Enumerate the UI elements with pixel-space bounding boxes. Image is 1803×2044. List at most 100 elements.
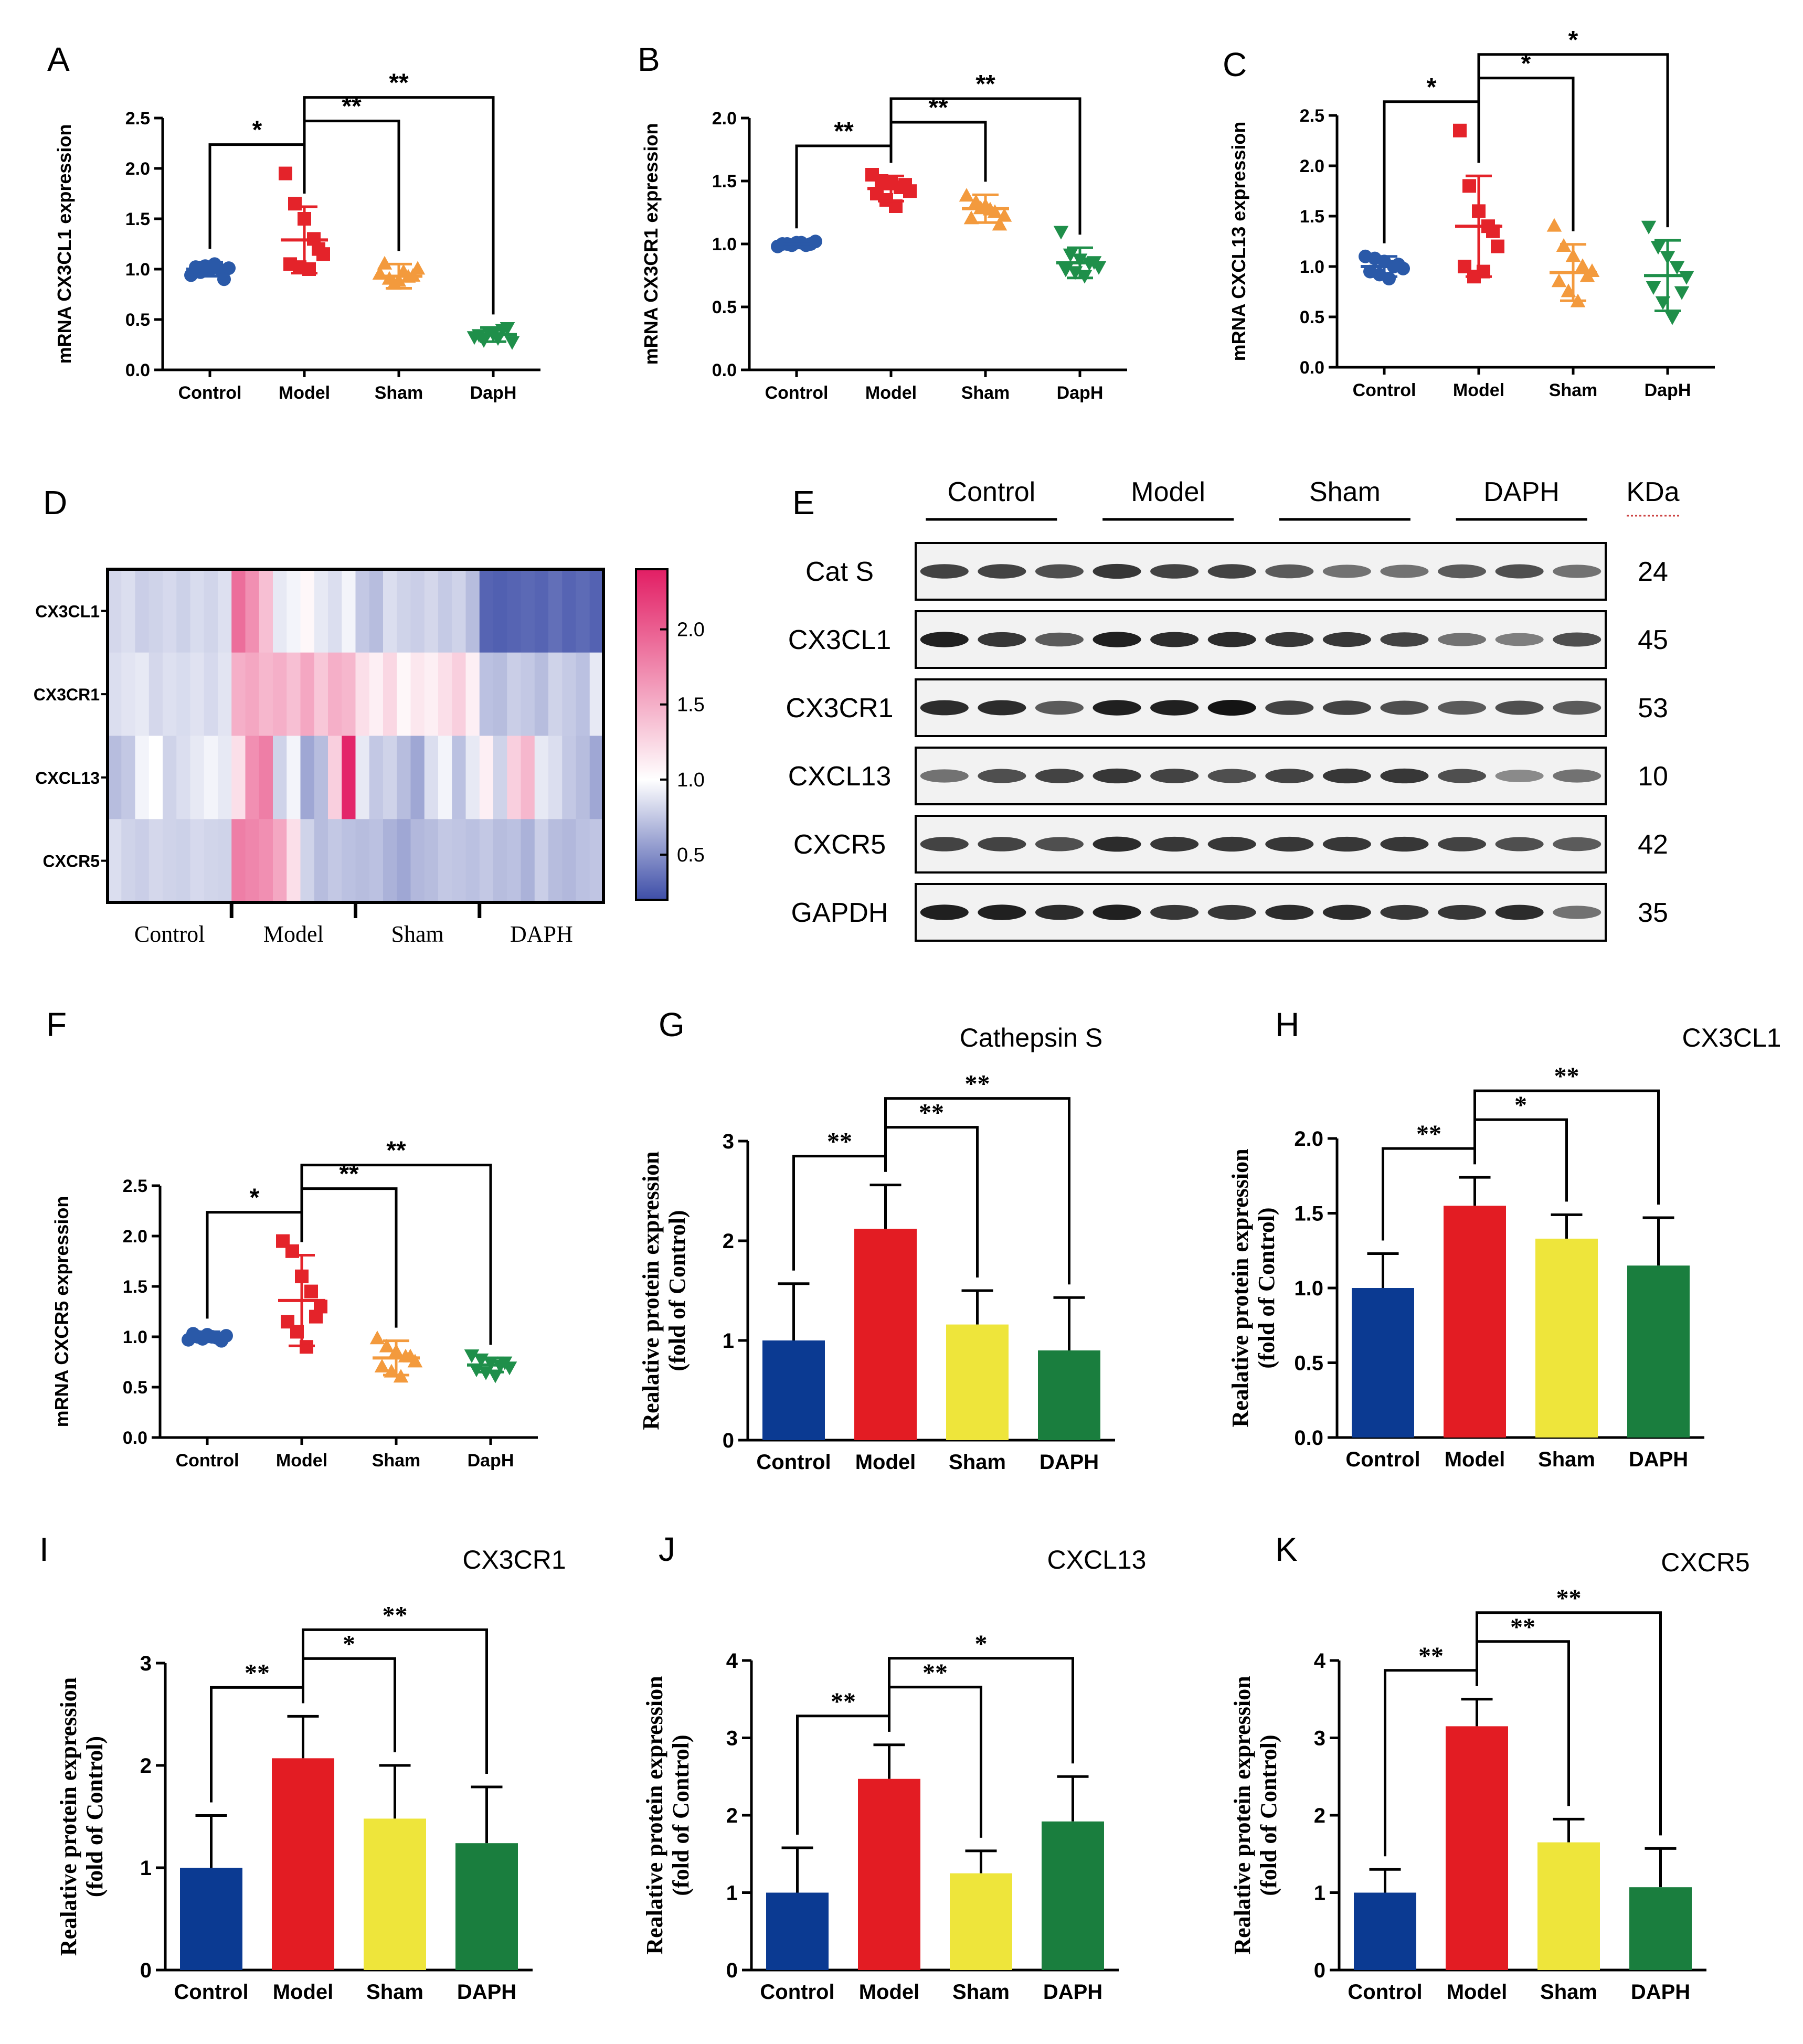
y-tick-label: 0.5 xyxy=(125,310,150,330)
band-label: Cat S xyxy=(805,557,874,587)
protein-band xyxy=(920,769,969,783)
data-point xyxy=(1063,248,1078,262)
significance-bracket xyxy=(888,1657,1074,1764)
panel-label: D xyxy=(43,484,67,521)
protein-band xyxy=(1380,565,1429,578)
bar xyxy=(1354,1892,1416,1970)
y-axis-label: Realative protein expression xyxy=(638,1151,664,1430)
heatmap-cell xyxy=(534,819,549,903)
data-point xyxy=(497,1356,513,1370)
x-tick-label: Control xyxy=(178,383,242,403)
bar xyxy=(950,1873,1012,1970)
data-point xyxy=(1392,258,1405,272)
y-tick-label: 0 xyxy=(140,1959,152,1982)
y-axis-label: Realative protein expression xyxy=(1227,1148,1253,1427)
bar xyxy=(1627,1265,1690,1438)
heatmap-cell xyxy=(465,569,480,653)
protein-band xyxy=(1553,565,1602,578)
x-tick-label: Sham xyxy=(1538,1448,1595,1471)
y-tick-label: 1 xyxy=(723,1329,734,1353)
bar xyxy=(1537,1842,1600,1970)
significance-label: * xyxy=(1568,26,1578,54)
panel-D: D CX3CL1 CX3CR1 CXCL13 CXCR5 Control Model Sham… xyxy=(34,484,705,947)
protein-band xyxy=(1380,836,1429,852)
heatmap-cell xyxy=(176,819,190,903)
significance-bracket xyxy=(884,1097,1070,1285)
protein-band xyxy=(1207,564,1256,579)
protein-band xyxy=(1150,904,1199,920)
heatmap-cell xyxy=(259,652,273,736)
significance-label: ** xyxy=(922,1659,948,1687)
x-tick-label: Sham xyxy=(961,383,1010,403)
heatmap-cell xyxy=(493,819,507,903)
band-label: GAPDH xyxy=(791,898,888,928)
y-tick-label: 2 xyxy=(140,1754,152,1777)
x-tick-label: DapH xyxy=(1645,380,1691,400)
heatmap-cell xyxy=(383,569,397,653)
colorbar-tick-label: 2.0 xyxy=(677,619,705,641)
heatmap-cell xyxy=(259,736,273,819)
heatmap-cell xyxy=(121,569,135,653)
significance-bracket xyxy=(303,120,400,251)
bar xyxy=(1444,1206,1506,1438)
protein-band xyxy=(1093,904,1141,920)
heatmap-cell xyxy=(465,736,480,819)
data-point xyxy=(1546,218,1562,232)
panel-A: A 0.0 0.5 1.0 1.5 2.0 2.5 mRNA CX3CL1 expressio… xyxy=(47,40,540,403)
protein-band xyxy=(1265,564,1314,579)
x-tick-label: Control xyxy=(176,1451,239,1471)
heatmap-cell xyxy=(465,819,480,903)
chart-title: CX3CL1 xyxy=(1682,1023,1781,1052)
heatmap-cell xyxy=(135,736,150,819)
heatmap-cell xyxy=(589,652,604,736)
significance-bracket xyxy=(1383,100,1480,243)
x-tick-label: Control xyxy=(765,383,829,403)
protein-band xyxy=(978,564,1026,579)
significance-bracket xyxy=(1473,1118,1568,1202)
heatmap-cell xyxy=(314,569,328,653)
heatmap-cell xyxy=(562,652,576,736)
row-label: CXCL13 xyxy=(35,769,100,787)
y-tick-label: 2.5 xyxy=(125,109,150,129)
x-tick-label: Model xyxy=(1453,380,1504,400)
bar xyxy=(854,1229,917,1440)
data-point xyxy=(464,1349,480,1364)
significance-label: ** xyxy=(831,1688,856,1716)
y-axis-label: mRNA CX3CL1 expression xyxy=(54,124,75,364)
y-axis-label: Realative protein expression xyxy=(1229,1676,1255,1954)
significance-label: ** xyxy=(975,70,995,98)
y-tick-label: 2.5 xyxy=(123,1176,147,1196)
heatmap-cell xyxy=(534,569,549,653)
panel-label: J xyxy=(659,1530,675,1568)
protein-band xyxy=(1093,836,1141,852)
heatmap-cell xyxy=(576,736,590,819)
heatmap-cell xyxy=(452,819,466,903)
heatmap-cell xyxy=(438,819,452,903)
heatmap-cell xyxy=(218,819,232,903)
bar xyxy=(1352,1288,1414,1438)
y-tick-label: 0.0 xyxy=(1294,1426,1323,1450)
x-tick-label: DapH xyxy=(468,1451,514,1471)
panel-label: C xyxy=(1223,46,1247,83)
panel-label: E xyxy=(792,484,815,521)
heatmap-cell xyxy=(314,652,328,736)
heatmap-cell xyxy=(149,652,163,736)
data-point xyxy=(1641,220,1657,235)
colorbar-tick-label: 1.5 xyxy=(677,694,705,716)
x-tick-label: Model xyxy=(273,1981,334,2004)
data-point xyxy=(369,1330,385,1345)
protein-band xyxy=(1093,632,1141,647)
heatmap-cell xyxy=(355,652,370,736)
y-axis-label: mRNA CX3CR1 expression xyxy=(640,123,662,365)
y-axis-label: (fold of Control) xyxy=(82,1736,108,1897)
y-tick-label: 1 xyxy=(140,1857,152,1880)
y-axis-label: mRNA CXCL13 expression xyxy=(1228,122,1249,361)
chart-title: CX3CR1 xyxy=(462,1545,566,1574)
group-label: DAPH xyxy=(510,921,573,947)
heatmap-cell xyxy=(108,819,122,903)
x-tick-label: DapH xyxy=(470,383,517,403)
heatmap-cell xyxy=(369,736,384,819)
protein-band xyxy=(1035,837,1084,851)
blot-strip xyxy=(915,747,1607,805)
significance-bracket xyxy=(302,1657,396,1752)
